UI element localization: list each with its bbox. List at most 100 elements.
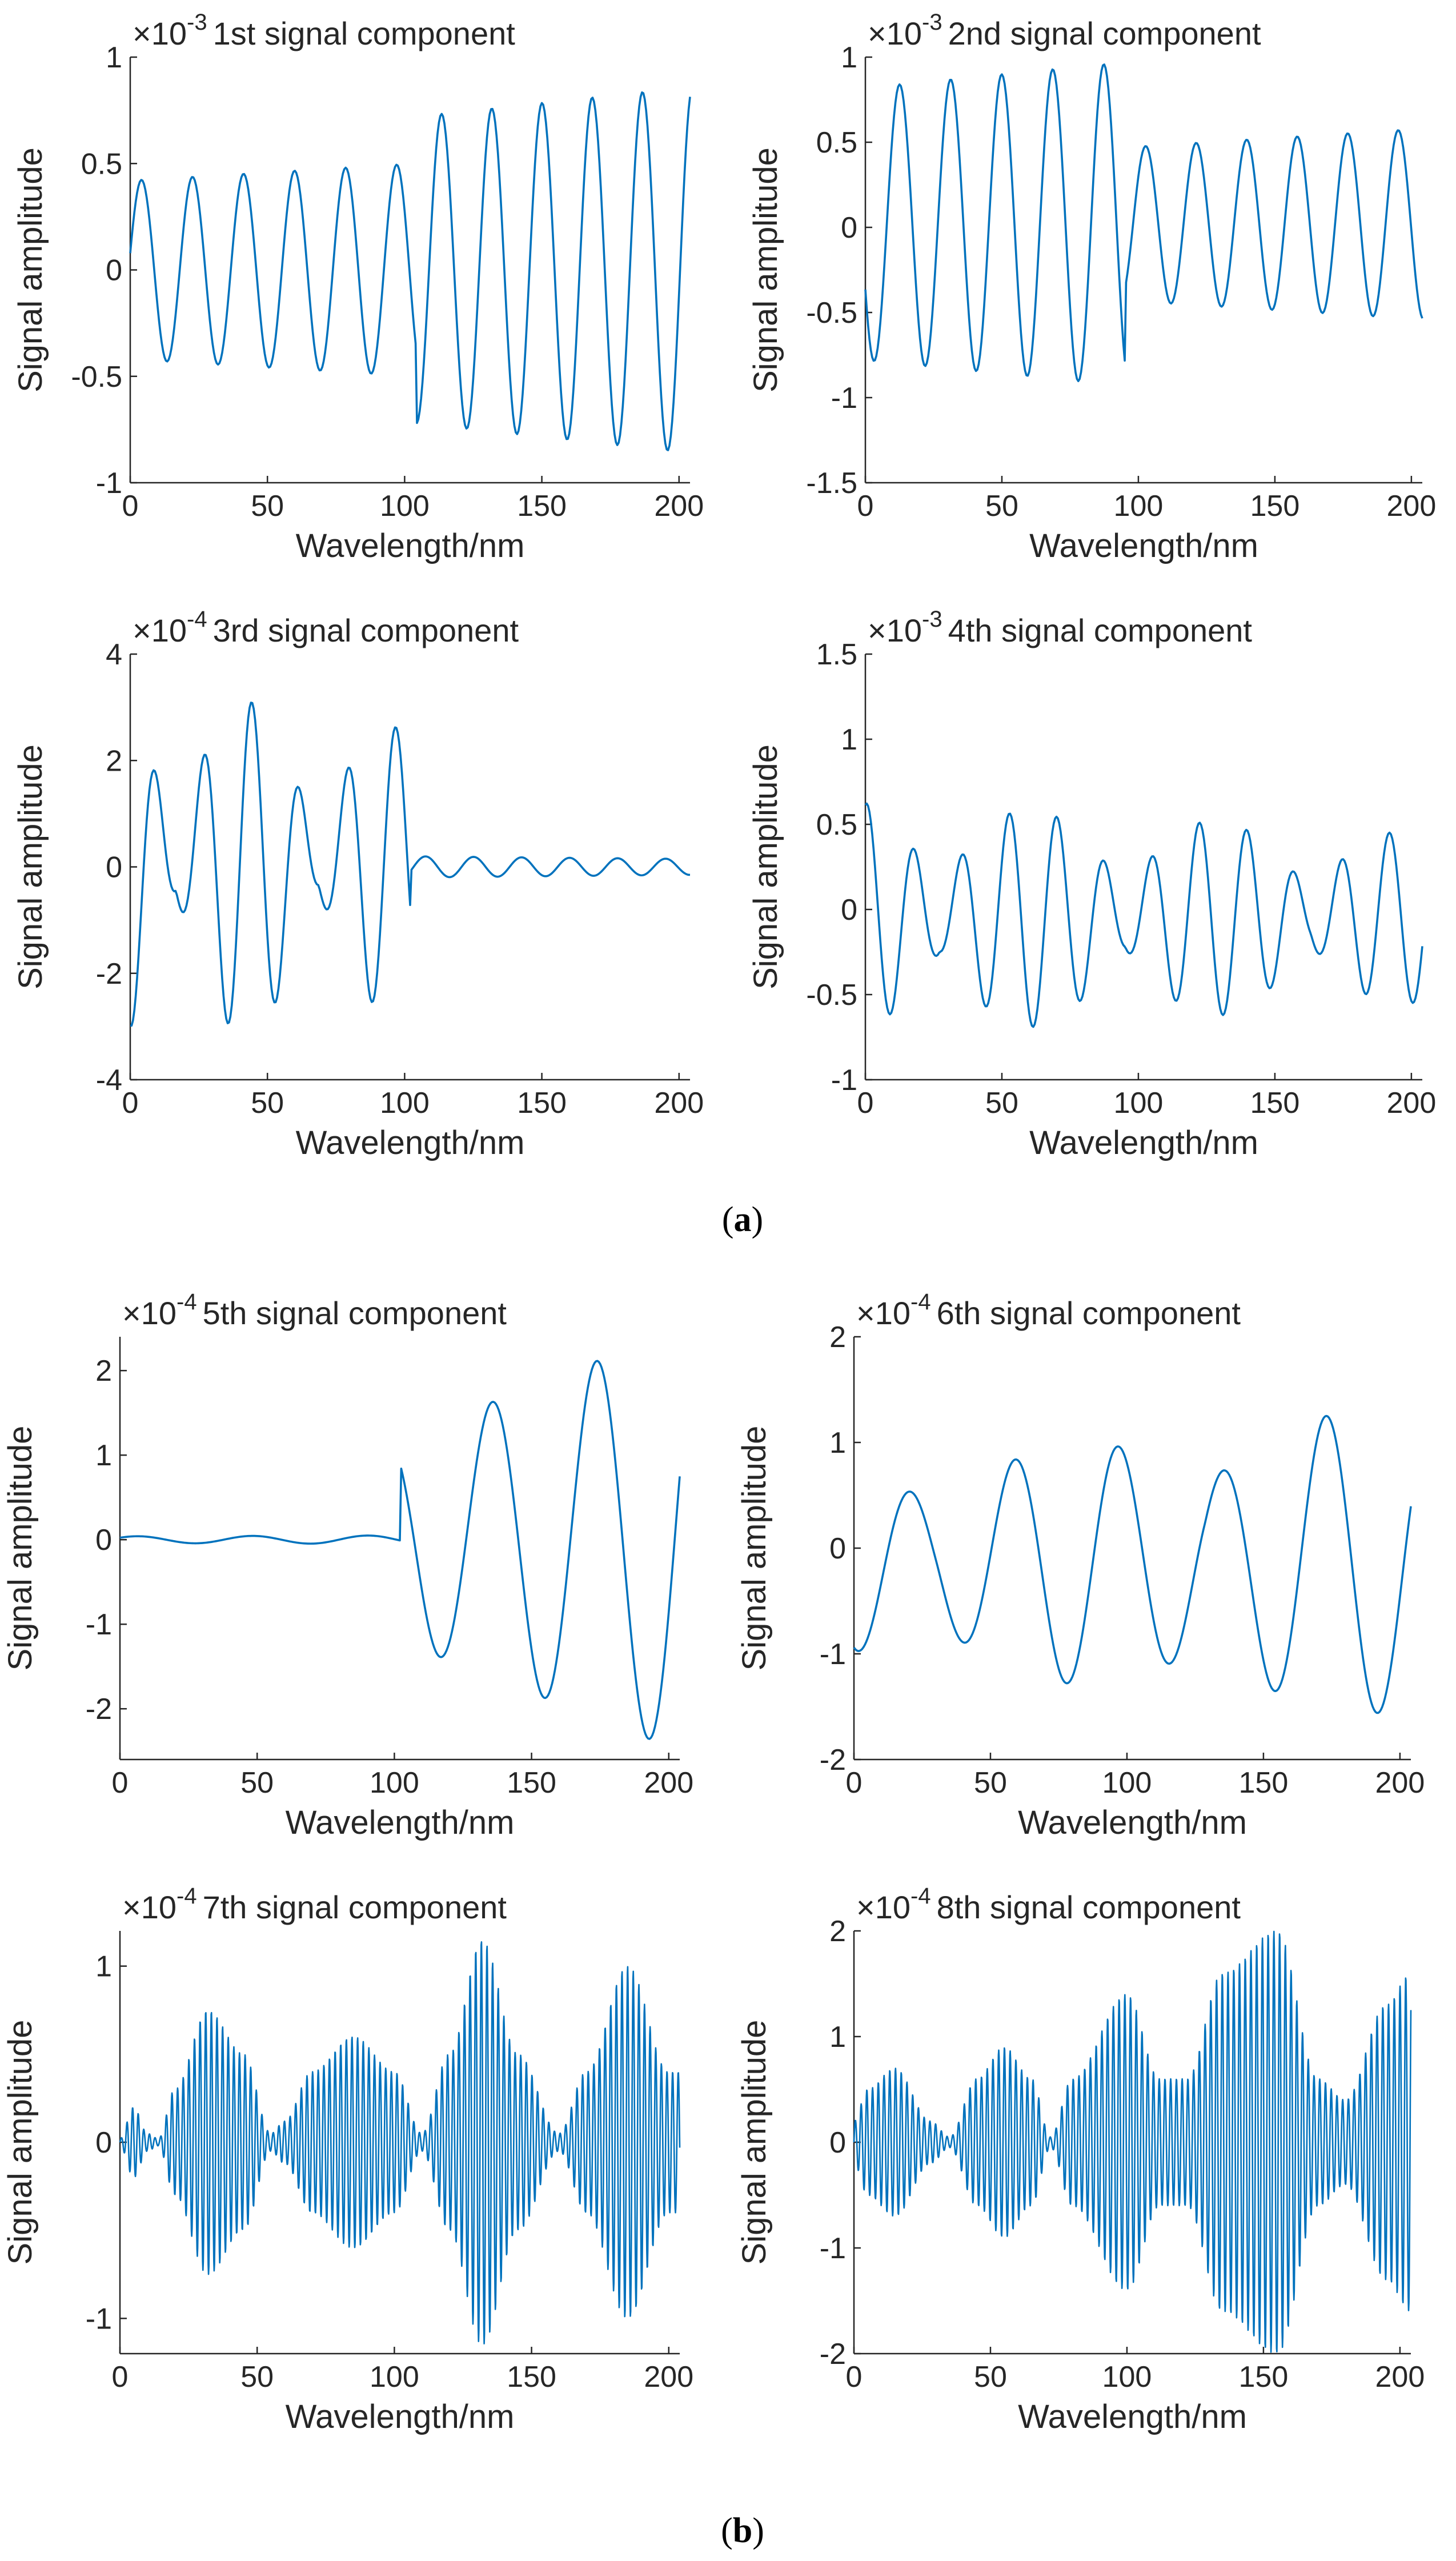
c6-series-line bbox=[853, 1414, 1412, 1714]
c3-exponent: -4 bbox=[187, 607, 207, 632]
c5-chart: 0 50 100 150 200 -2 -1 0 1 2 Wavelength/nm Signal a… bbox=[2, 1289, 693, 1841]
c7-exponent-base: ×10 bbox=[122, 1889, 177, 1925]
c7-exponent: -4 bbox=[177, 1883, 197, 1909]
c4-y-tick-label: 1.5 bbox=[816, 638, 857, 671]
c1-chart: 0 50 100 150 200 -1 -0.5 0 0.5 1 Wavelength/nm Sign… bbox=[12, 10, 704, 564]
c4-x-tick-label: 150 bbox=[1250, 1087, 1300, 1120]
c8-x-tick-label: 50 bbox=[974, 2360, 1007, 2394]
c2-y-tick-label: -0.5 bbox=[806, 296, 857, 330]
c1-title: 1st signal component bbox=[213, 15, 516, 51]
c5-y-tick-label: -1 bbox=[86, 1608, 112, 1641]
c8-y-tick-label: -1 bbox=[820, 2232, 846, 2265]
c4-x-tick-label: 200 bbox=[1386, 1087, 1436, 1120]
c7-x-tick-label: 0 bbox=[112, 2360, 129, 2394]
c3-series-line bbox=[130, 702, 691, 1027]
c2-x-tick-label: 200 bbox=[1386, 490, 1436, 523]
c3-x-tick-label: 150 bbox=[517, 1087, 567, 1120]
c3-y-tick-label: -4 bbox=[96, 1064, 122, 1097]
c8-y-tick-label: 0 bbox=[829, 2126, 846, 2159]
c1-x-tick-label: 150 bbox=[517, 490, 567, 523]
c8-exponent-base: ×10 bbox=[856, 1889, 910, 1925]
c3-chart: 0 50 100 150 200 -4 -2 0 2 4 Wavelength/nm Signal a… bbox=[12, 607, 704, 1161]
c5-exponent-base: ×10 bbox=[122, 1295, 177, 1331]
c8-title: 8th signal component bbox=[937, 1889, 1241, 1925]
c1-series-line bbox=[129, 91, 691, 451]
c6-y-tick-label: 1 bbox=[829, 1426, 846, 1460]
c3-x-tick-label: 0 bbox=[122, 1087, 139, 1120]
c7-y-axis-label: Signal amplitude bbox=[2, 2020, 39, 2265]
c4-x-axis-label: Wavelength/nm bbox=[1029, 1124, 1258, 1161]
c2-y-tick-label: -1.5 bbox=[806, 467, 857, 500]
c2-x-tick-label: 0 bbox=[857, 490, 874, 523]
c6-x-tick-label: 200 bbox=[1375, 1766, 1425, 1799]
c6-x-tick-label: 150 bbox=[1239, 1766, 1289, 1799]
c6-x-tick-label: 0 bbox=[846, 1766, 863, 1799]
panel-label-a-close: ) bbox=[751, 1200, 764, 1239]
c3-x-tick-label: 50 bbox=[251, 1087, 284, 1120]
panel-label-b-open: ( bbox=[721, 2511, 733, 2550]
c5-series-line bbox=[119, 1360, 681, 1740]
c5-x-tick-label: 150 bbox=[507, 1766, 556, 1799]
c1-y-axis-label: Signal amplitude bbox=[12, 147, 49, 392]
c8-chart: 0 50 100 150 200 -2 -1 0 1 2 Wavelength/nm Signal a… bbox=[736, 1883, 1425, 2435]
c4-y-axis-label: Signal amplitude bbox=[747, 744, 784, 989]
c1-x-tick-label: 100 bbox=[380, 490, 430, 523]
panel-label-b: (b) bbox=[708, 2511, 777, 2551]
panel-label-a: (a) bbox=[708, 1200, 777, 1240]
panel-label-a-letter: a bbox=[733, 1200, 752, 1239]
c2-y-tick-label: 1 bbox=[841, 41, 857, 74]
c8-y-tick-label: 2 bbox=[829, 1915, 846, 1948]
c8-x-axis-label: Wavelength/nm bbox=[1018, 2398, 1247, 2435]
c4-y-tick-label: 0.5 bbox=[816, 808, 857, 841]
c2-chart: 0 50 100 150 200 -1.5 -1 -0.5 0 0.5 1 Wavelength/nm… bbox=[747, 10, 1436, 564]
c2-title-line: ×10-3 2nd signal component bbox=[868, 10, 1261, 51]
panel-label-b-close: ) bbox=[752, 2511, 764, 2550]
c2-y-tick-label: 0 bbox=[841, 211, 857, 245]
c3-y-tick-label: 0 bbox=[106, 851, 122, 884]
c4-y-tick-label: 1 bbox=[841, 723, 857, 756]
c6-title-line: ×10-4 6th signal component bbox=[856, 1289, 1241, 1331]
c5-title-line: ×10-4 5th signal component bbox=[122, 1289, 507, 1331]
c7-y-tick-label: 1 bbox=[95, 1950, 112, 1983]
c2-series-line bbox=[864, 63, 1423, 382]
c7-title: 7th signal component bbox=[203, 1889, 507, 1925]
c5-exponent: -4 bbox=[177, 1289, 197, 1314]
c1-y-tick-label: 0 bbox=[106, 254, 122, 287]
c7-x-tick-label: 100 bbox=[370, 2360, 419, 2394]
c2-x-tick-label: 50 bbox=[985, 490, 1018, 523]
c4-series-line bbox=[864, 802, 1423, 1028]
c3-x-tick-label: 100 bbox=[380, 1087, 430, 1120]
c6-y-tick-label: -1 bbox=[820, 1638, 846, 1671]
c2-y-tick-label: 0.5 bbox=[816, 126, 857, 159]
c2-y-axis-label: Signal amplitude bbox=[747, 147, 784, 392]
c5-y-tick-label: 1 bbox=[95, 1439, 112, 1472]
c2-x-tick-label: 100 bbox=[1114, 490, 1164, 523]
c4-title-line: ×10-3 4th signal component bbox=[868, 607, 1252, 648]
c1-y-tick-label: 0.5 bbox=[81, 147, 122, 181]
c3-y-tick-label: 2 bbox=[106, 744, 122, 777]
c7-y-tick-label: 0 bbox=[95, 2126, 112, 2159]
c6-x-axis-label: Wavelength/nm bbox=[1018, 1804, 1247, 1841]
c7-series-line bbox=[119, 1941, 681, 2344]
c8-title-line: ×10-4 8th signal component bbox=[856, 1883, 1241, 1925]
c4-x-tick-label: 50 bbox=[985, 1087, 1018, 1120]
c7-x-axis-label: Wavelength/nm bbox=[286, 2398, 515, 2435]
c5-y-tick-label: 0 bbox=[95, 1524, 112, 1557]
c3-y-tick-label: 4 bbox=[106, 638, 122, 671]
c4-exponent-base: ×10 bbox=[868, 612, 922, 648]
c6-chart: 0 50 100 150 200 -2 -1 0 1 2 Wavelength/nm Signal a… bbox=[736, 1289, 1425, 1841]
c3-y-tick-label: -2 bbox=[96, 957, 122, 991]
c5-x-tick-label: 200 bbox=[644, 1766, 693, 1799]
c6-x-tick-label: 50 bbox=[974, 1766, 1007, 1799]
c8-y-tick-label: 1 bbox=[829, 2021, 846, 2054]
c1-exponent-base: ×10 bbox=[133, 15, 187, 51]
c2-title: 2nd signal component bbox=[948, 15, 1261, 51]
c8-y-tick-label: -2 bbox=[820, 2338, 846, 2371]
c4-y-tick-label: -1 bbox=[831, 1064, 857, 1097]
c5-y-axis-label: Signal amplitude bbox=[2, 1426, 39, 1671]
c6-title: 6th signal component bbox=[937, 1295, 1241, 1331]
c3-x-tick-label: 200 bbox=[654, 1087, 704, 1120]
c2-y-tick-label: -1 bbox=[831, 382, 857, 415]
